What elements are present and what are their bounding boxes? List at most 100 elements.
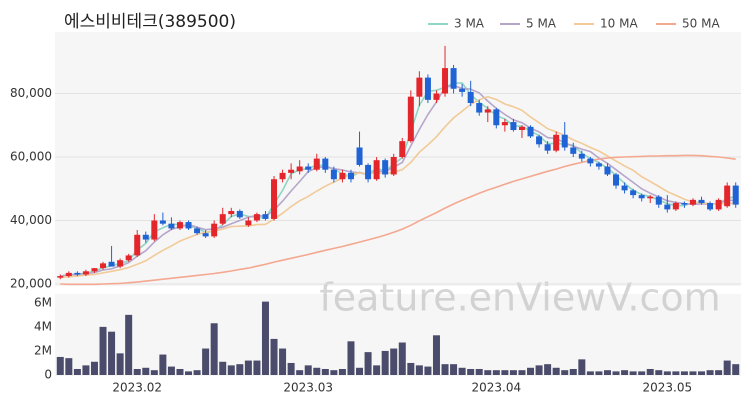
candle-body [74,272,81,275]
candle-body [339,172,346,180]
y-tick-label: 40,000 [10,213,52,227]
chart-title: 에스비비테크(389500) [64,12,236,32]
volume-bar [90,361,98,375]
volume-bar [441,364,449,375]
volume-bar [424,366,432,375]
volume-bar [698,371,706,375]
ma-line [60,154,736,286]
volume-bar [492,370,500,375]
ma-line [60,84,736,277]
volume-bar [527,367,535,375]
candle-body [724,185,731,207]
y-tick-label: 0 [44,368,52,382]
candle-body [91,268,98,272]
candle-body [595,163,602,167]
volume-bar [689,371,697,375]
volume-bar [586,371,594,375]
volume-bar [646,368,654,375]
candle-body [450,68,457,89]
volume-bar [219,361,227,375]
volume-bar [706,370,714,375]
candle-body [655,196,662,205]
candle-body [467,91,474,104]
x-tick-label: 2023.02 [112,381,162,395]
candle-body [561,134,568,148]
volume-bar [407,362,415,375]
volume-bar [655,370,663,375]
volume-bar [287,362,295,375]
candle-body [621,185,628,191]
volume-bar [603,370,611,375]
candle-body [236,210,243,218]
candle-body [715,199,722,210]
candle-body [689,199,696,205]
candle-body [151,220,158,240]
volume-bar [415,365,423,375]
volume-bar [133,368,141,375]
volume-bar [398,342,406,375]
volume-bar [253,360,261,375]
candle-body [313,158,320,170]
candle-body [647,196,654,199]
candle-body [399,141,406,157]
volume-bar [167,366,175,375]
candle-body [476,103,483,113]
candle-body [194,228,201,234]
volume-bar [313,367,321,375]
candle-body [322,158,329,170]
candle-body [501,122,508,126]
x-tick-label: 2023.03 [283,381,333,395]
candle-body [176,222,183,229]
y-tick-label: 20,000 [10,277,52,291]
candle-body [117,260,124,267]
candle-body [578,153,585,159]
y-tick-label: 6M [34,295,52,309]
volume-bar [347,341,355,375]
volume-panel [55,294,741,376]
legend-label: 50 MA [682,17,720,31]
candle-body [493,109,500,126]
candle-body [484,109,491,113]
ma-line [60,95,736,279]
volume-bar [723,360,731,375]
volume-bar [99,326,107,375]
candle-body [570,147,577,154]
candle-body [390,157,397,175]
volume-bar [595,371,603,375]
candle-body [459,88,466,92]
volume-bar [356,367,364,375]
candle-body [330,169,337,180]
candle-body [356,147,363,165]
volume-bar [82,365,90,375]
volume-bar [432,335,440,375]
volume-bar [458,367,466,375]
volume-bar [569,368,577,375]
volume-bar [561,370,569,375]
volume-bar [193,370,201,375]
candle-body [159,220,166,224]
y-tick-label: 2M [34,343,52,357]
volume-bar [484,370,492,375]
candle-body [373,160,380,180]
candle-body [57,276,64,278]
candle-body [211,223,218,237]
volume-bar [501,370,509,375]
legend-label: 3 MA [454,17,485,31]
y-tick-label: 4M [34,319,52,333]
candle-body [245,220,252,226]
volume-bar [244,360,252,375]
candle-body [365,164,372,180]
candle-body [100,263,107,269]
candle-body [168,223,175,229]
volume-bar [672,371,680,375]
volume-bar [612,371,620,375]
candle-body [510,122,517,131]
y-tick-label: 60,000 [10,150,52,164]
volume-bar [296,370,304,375]
candle-body [65,272,72,277]
candle-body [185,222,192,229]
candle-body [202,233,209,237]
candle-body [108,261,115,267]
legend-label: 10 MA [600,17,638,31]
volume-bar [373,365,381,375]
